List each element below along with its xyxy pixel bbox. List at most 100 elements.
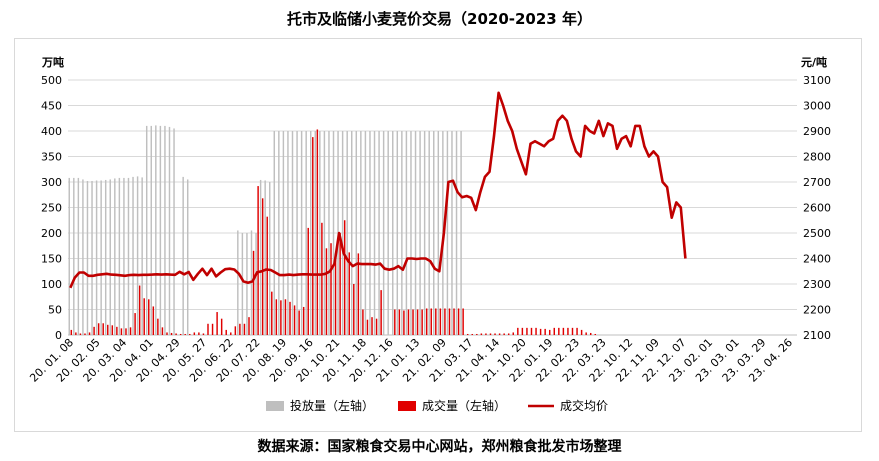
bar-supply bbox=[382, 131, 385, 335]
legend-label-supply: 投放量（左轴） bbox=[290, 398, 374, 413]
bar-traded bbox=[375, 318, 378, 335]
left-tick-label: 50 bbox=[48, 304, 62, 317]
bar-supply bbox=[355, 131, 358, 335]
bar-supply bbox=[351, 131, 353, 335]
source-note: 数据来源：国家粮食交易中心网站，郑州粮食批发市场整理 bbox=[257, 439, 622, 455]
bar-traded bbox=[257, 186, 259, 335]
bar-supply bbox=[164, 125, 166, 336]
bar-traded bbox=[207, 323, 209, 335]
bar-traded bbox=[84, 333, 86, 335]
bar-supply bbox=[145, 125, 148, 336]
bar-supply bbox=[100, 180, 102, 335]
bar-traded bbox=[466, 333, 469, 335]
bar-traded bbox=[357, 253, 360, 335]
bar-supply bbox=[237, 230, 239, 335]
bar-supply bbox=[451, 131, 453, 335]
left-tick-label: 0 bbox=[55, 329, 62, 342]
bar-traded bbox=[252, 250, 255, 335]
line-series bbox=[69, 91, 687, 289]
left-tick-label: 400 bbox=[41, 125, 62, 138]
bar-traded bbox=[143, 298, 145, 335]
bar-supply bbox=[387, 131, 389, 335]
bar-traded bbox=[448, 308, 451, 335]
bar-traded bbox=[539, 328, 542, 335]
bar-traded bbox=[138, 285, 141, 335]
bar-traded bbox=[75, 332, 77, 335]
bar-supply bbox=[310, 131, 312, 335]
bar-traded bbox=[298, 310, 300, 335]
bar-supply bbox=[378, 131, 380, 335]
right-tick-label: 2600 bbox=[803, 202, 831, 215]
line-avg-price bbox=[69, 91, 687, 289]
bar-supply bbox=[319, 131, 321, 335]
bar-supply bbox=[182, 176, 184, 335]
right-tick-label: 2700 bbox=[803, 176, 831, 189]
bar-traded bbox=[216, 312, 218, 335]
bar-supply bbox=[305, 131, 307, 335]
bar-traded bbox=[380, 290, 382, 335]
bar-traded bbox=[462, 308, 464, 335]
bar-traded bbox=[412, 309, 414, 335]
right-tick-label: 2800 bbox=[803, 151, 831, 164]
bar-traded bbox=[271, 291, 273, 335]
bar-traded bbox=[421, 309, 423, 335]
bar-traded bbox=[453, 308, 455, 335]
bar-supply bbox=[273, 131, 276, 335]
bar-supply bbox=[405, 131, 408, 335]
bar-traded bbox=[457, 308, 460, 335]
bar-supply bbox=[360, 131, 362, 335]
bar-traded bbox=[234, 326, 237, 335]
bar-supply bbox=[291, 131, 294, 335]
bar-supply bbox=[109, 179, 111, 335]
bar-traded bbox=[120, 328, 123, 335]
bar-supply bbox=[341, 131, 344, 335]
bar-traded bbox=[334, 253, 337, 335]
bar-traded bbox=[512, 332, 514, 335]
bar-supply bbox=[123, 177, 125, 335]
bar-supply bbox=[287, 131, 289, 335]
bar-supply bbox=[241, 233, 244, 335]
bar-supply bbox=[314, 131, 317, 335]
left-tick-label: 350 bbox=[41, 151, 62, 164]
bar-supply bbox=[396, 131, 399, 335]
bar-traded bbox=[476, 333, 478, 335]
bar-traded bbox=[230, 332, 232, 335]
bar-traded bbox=[485, 333, 487, 335]
right-axis-unit: 元/吨 bbox=[801, 55, 827, 69]
bar-traded bbox=[398, 309, 401, 335]
bar-supply bbox=[73, 177, 75, 335]
bar-traded bbox=[198, 332, 200, 335]
bar-supply bbox=[373, 131, 376, 335]
bar-traded bbox=[293, 305, 296, 335]
bar-traded bbox=[248, 317, 250, 335]
bar-supply bbox=[328, 131, 330, 335]
bar-traded bbox=[425, 308, 428, 335]
bar-traded bbox=[179, 333, 182, 335]
bar-traded bbox=[507, 333, 510, 335]
left-tick-label: 500 bbox=[41, 74, 62, 87]
bar-supply bbox=[95, 180, 98, 335]
bar-traded bbox=[325, 248, 328, 335]
bar-traded bbox=[193, 332, 196, 335]
bar-supply bbox=[68, 177, 70, 335]
bar-traded bbox=[79, 333, 82, 335]
bar-traded bbox=[148, 299, 150, 335]
chart-title: 托市及临储小麦竞价交易（2020-2023 年） bbox=[287, 10, 592, 28]
bar-supply bbox=[423, 131, 426, 335]
bar-traded bbox=[480, 333, 483, 335]
bar-supply bbox=[91, 180, 93, 335]
bar-supply bbox=[410, 131, 412, 335]
bar-traded bbox=[70, 329, 73, 335]
bar-supply bbox=[82, 179, 84, 335]
bar-traded bbox=[585, 332, 587, 335]
bar-traded bbox=[321, 222, 323, 335]
bar-traded bbox=[362, 309, 364, 335]
bar-traded bbox=[343, 220, 346, 335]
bar-traded bbox=[580, 329, 583, 335]
bar-supply bbox=[132, 176, 134, 335]
bar-supply bbox=[437, 131, 440, 335]
bar-traded bbox=[594, 333, 597, 335]
right-tick-label: 2200 bbox=[803, 304, 831, 317]
bar-traded bbox=[444, 308, 446, 335]
